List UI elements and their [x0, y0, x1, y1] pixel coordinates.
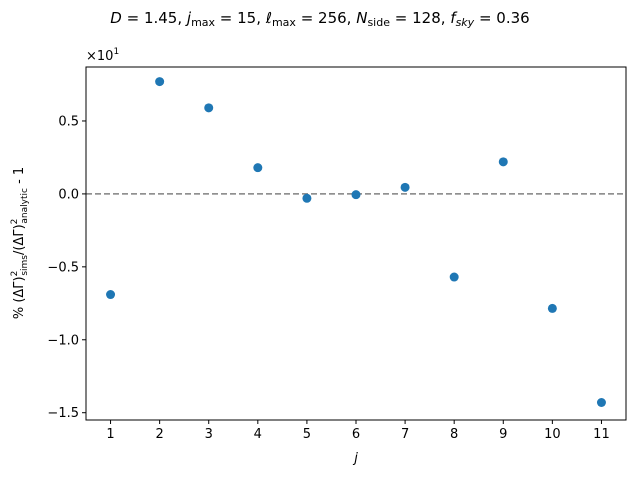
x-tick-label-9: 9	[499, 427, 507, 442]
x-tick-label-5: 5	[303, 427, 311, 442]
title-n-symbol: N	[356, 9, 367, 27]
x-tick-label-3: 3	[205, 427, 213, 442]
chart-title: D = 1.45, jmax = 15, ℓmax = 256, Nside =…	[110, 9, 529, 29]
y-axis-ticks: 0.5 0.0 −0.5 −1.0 −1.5	[47, 114, 86, 421]
y-offset-text: ×101	[86, 47, 119, 64]
title-d-value: = 1.45,	[122, 9, 187, 27]
data-points	[106, 77, 606, 407]
y-offset-base: ×10	[86, 49, 113, 64]
x-tick-label-6: 6	[352, 427, 360, 442]
data-point-9	[498, 157, 508, 167]
title-d-symbol: D	[110, 9, 122, 27]
title-l-symbol: ℓ	[265, 9, 272, 27]
data-point-2	[155, 77, 165, 87]
y-label-sup1: 2	[10, 271, 20, 277]
title-n-value: = 128,	[390, 9, 450, 27]
x-tick-label-1: 1	[106, 427, 114, 442]
x-tick-label-2: 2	[155, 427, 163, 442]
data-point-4	[253, 163, 263, 173]
x-tick-label-4: 4	[254, 427, 262, 442]
y-label-mid: /(ΔΓ)	[12, 224, 27, 255]
data-point-8	[449, 272, 459, 282]
title-l-value: = 256,	[296, 9, 356, 27]
y-tick-label-1: 0.0	[58, 187, 79, 202]
title-l-subscript: max	[272, 16, 296, 29]
x-tick-label-7: 7	[401, 427, 409, 442]
y-tick-label-0: 0.5	[58, 114, 79, 129]
data-point-5	[302, 193, 312, 203]
data-point-1	[106, 290, 116, 300]
data-point-3	[204, 103, 214, 113]
x-axis-ticks: 1 2 3 4 5 6 7 8 9 10 11	[106, 420, 610, 442]
title-j-symbol: j	[185, 9, 192, 27]
title-j-value: = 15,	[215, 9, 266, 27]
data-point-11	[596, 397, 606, 407]
y-axis-label: % (ΔΓ)2sims/(ΔΓ)2analytic - 1	[10, 167, 30, 319]
x-tick-label-10: 10	[544, 427, 561, 442]
y-tick-label-4: −1.5	[47, 406, 79, 421]
title-f-value: = 0.36	[474, 9, 530, 27]
data-point-10	[547, 303, 557, 313]
y-label-prefix: % (ΔΓ)	[12, 276, 27, 319]
data-point-6	[351, 190, 361, 200]
title-j-subscript: max	[191, 16, 215, 29]
y-label-sup2: 2	[10, 219, 20, 225]
x-tick-label-11: 11	[593, 427, 610, 442]
title-n-subscript: side	[367, 16, 390, 29]
title-f-subscript: sky	[456, 16, 475, 29]
plot-frame	[85, 66, 627, 421]
y-offset-exponent: 1	[113, 47, 119, 57]
x-axis-label: j	[352, 451, 358, 466]
title-f-symbol: f	[450, 9, 458, 27]
y-label-sub2: analytic	[20, 188, 30, 224]
x-tick-label-8: 8	[450, 427, 458, 442]
y-tick-label-3: −1.0	[47, 333, 79, 348]
y-label-suffix: - 1	[12, 167, 27, 188]
y-label-sub1: sims	[20, 255, 30, 276]
data-point-7	[400, 182, 410, 192]
y-tick-label-2: −0.5	[47, 260, 79, 275]
